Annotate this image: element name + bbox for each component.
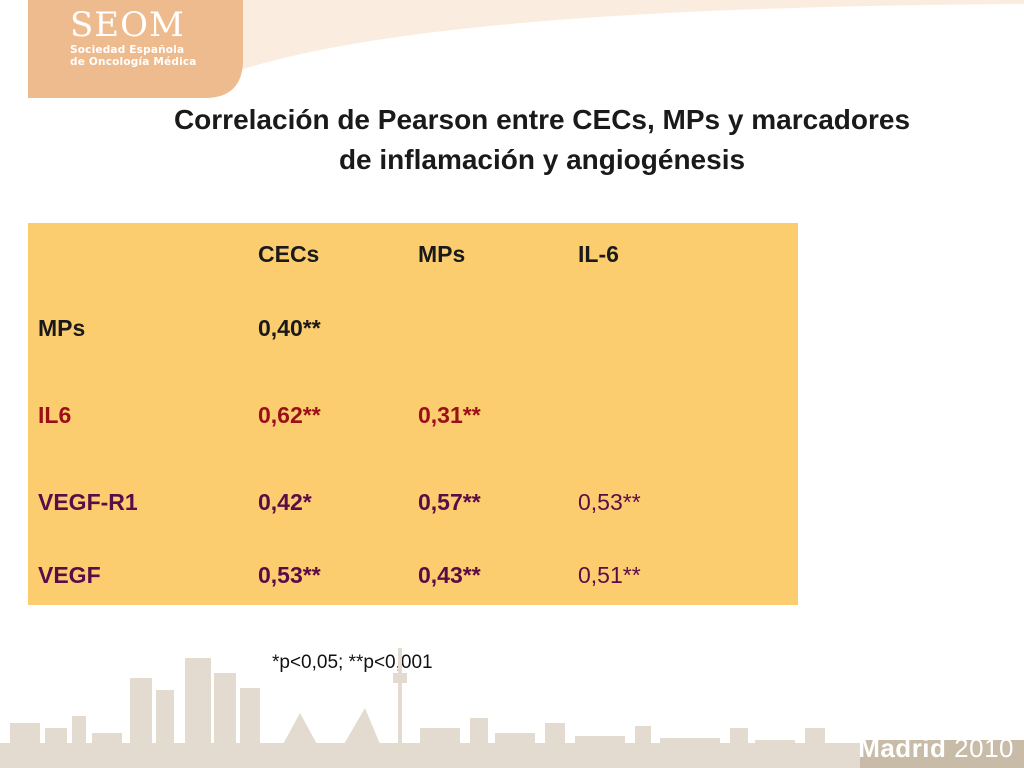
slide-title: Correlación de Pearson entre CECs, MPs y… xyxy=(60,100,1024,180)
seom-logo: SEOM Sociedad Española de Oncología Médi… xyxy=(70,6,197,68)
madrid-2010-logo: Madrid 2010 xyxy=(858,733,1014,764)
table-cell: 0,57** xyxy=(418,489,481,516)
header-cell-il6: IL-6 xyxy=(578,240,619,267)
table-cell: 0,53** xyxy=(258,562,321,589)
title-line-1: Correlación de Pearson entre CECs, MPs y… xyxy=(173,104,911,135)
table-cell: 0,62** xyxy=(258,402,321,429)
table-cell: 0,31** xyxy=(418,402,481,429)
row-label: IL6 xyxy=(38,402,72,429)
footer-year: 2010 xyxy=(954,733,1014,763)
table-cell xyxy=(408,285,568,372)
row-label: VEGF xyxy=(38,562,101,589)
header-cell-cecs: CECs xyxy=(258,240,320,267)
logo-subtitle-line2: de Oncología Médica xyxy=(70,56,197,68)
table-row-vegf-r1: VEGF-R1 0,42* 0,57** 0,53** xyxy=(28,459,798,546)
correlation-table: CECs MPs IL-6 MPs 0,40** IL6 0,62** 0,31… xyxy=(28,223,798,605)
table-header-row: CECs MPs IL-6 xyxy=(28,223,798,285)
logo-subtitle-line1: Sociedad Española xyxy=(70,44,185,56)
table-row-mps: MPs 0,40** xyxy=(28,285,798,372)
footer-city: Madrid xyxy=(858,733,947,763)
significance-footnote: *p<0,05; **p<0,001 xyxy=(272,652,433,673)
table-cell: 0,53** xyxy=(578,489,641,516)
table-cell xyxy=(568,372,798,459)
header-cell-empty xyxy=(28,223,248,285)
header-wave-decoration xyxy=(0,0,1024,98)
madrid-skyline-decoration xyxy=(0,648,1024,768)
header-cell-mps: MPs xyxy=(418,240,466,267)
table-row-vegf: VEGF 0,53** 0,43** 0,51** xyxy=(28,547,798,605)
row-label: VEGF-R1 xyxy=(38,489,138,516)
correlation-table-container: CECs MPs IL-6 MPs 0,40** IL6 0,62** 0,31… xyxy=(28,223,798,605)
title-line-2: de inflamación y angiogénesis xyxy=(338,144,746,175)
row-label: MPs xyxy=(38,315,86,342)
table-cell: 0,43** xyxy=(418,562,481,589)
table-cell: 0,51** xyxy=(578,562,641,589)
table-cell: 0,42* xyxy=(258,489,312,516)
table-cell: 0,40** xyxy=(258,315,321,342)
logo-name: SEOM xyxy=(70,5,185,45)
table-cell xyxy=(568,285,798,372)
table-row-il6: IL6 0,62** 0,31** xyxy=(28,372,798,459)
